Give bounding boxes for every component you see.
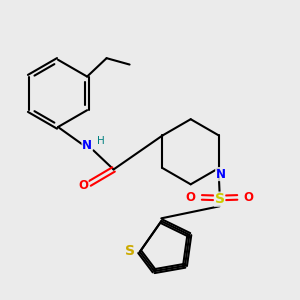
Text: N: N — [82, 139, 92, 152]
Text: O: O — [186, 191, 196, 204]
Text: S: S — [214, 192, 225, 206]
Text: O: O — [244, 191, 254, 204]
Text: H: H — [97, 136, 104, 146]
Text: O: O — [78, 179, 88, 192]
Text: N: N — [216, 168, 226, 181]
Text: S: S — [125, 244, 135, 258]
